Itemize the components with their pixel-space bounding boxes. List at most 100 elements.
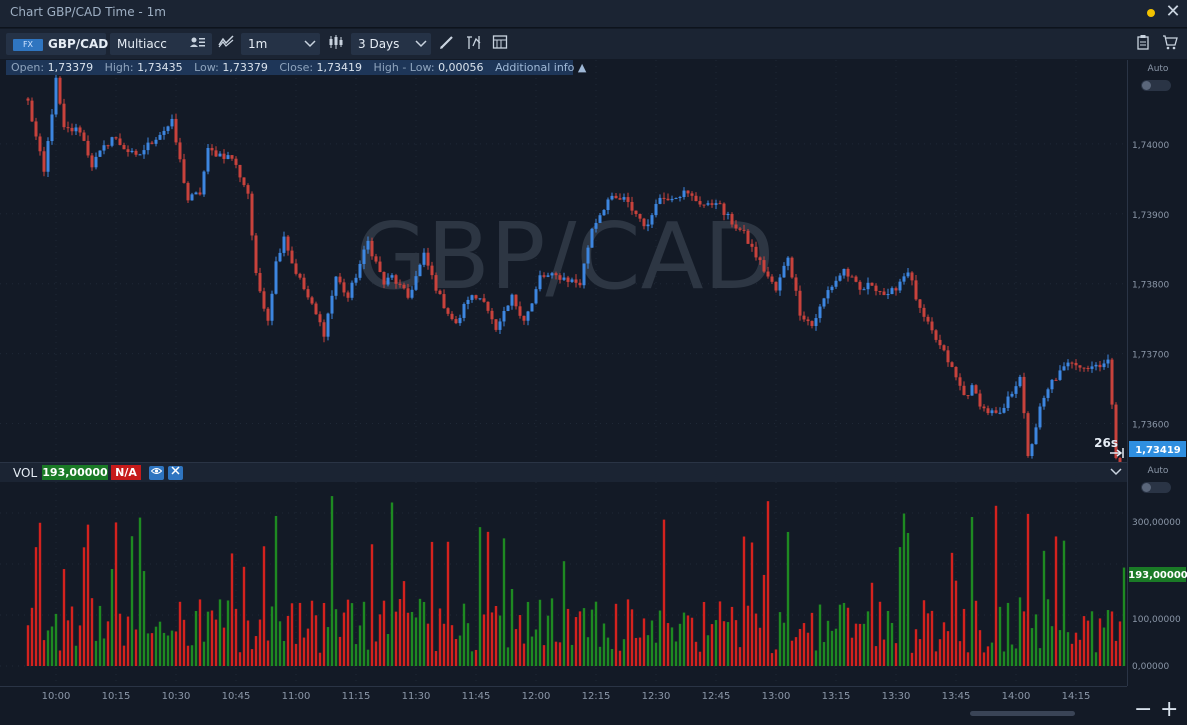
volume-bar bbox=[1018, 597, 1022, 666]
cart-icon[interactable] bbox=[1160, 34, 1180, 54]
candle bbox=[1090, 361, 1094, 373]
zoom-out-button[interactable]: − bbox=[1134, 697, 1153, 722]
candle-body bbox=[318, 314, 322, 323]
candle bbox=[938, 334, 942, 349]
chart-type-icon[interactable] bbox=[216, 34, 236, 54]
volume-bar bbox=[614, 603, 618, 666]
studies-icon[interactable] bbox=[464, 34, 484, 54]
volume-bar bbox=[922, 600, 926, 666]
zoom-in-button[interactable]: + bbox=[1160, 697, 1179, 722]
volume-bar bbox=[626, 599, 630, 666]
candle bbox=[98, 150, 102, 158]
volume-bar bbox=[294, 643, 298, 666]
volume-bar bbox=[474, 649, 478, 666]
candle bbox=[902, 273, 906, 285]
candle bbox=[306, 285, 310, 300]
candle bbox=[546, 272, 550, 278]
scroll-to-end-icon[interactable] bbox=[1110, 448, 1124, 458]
volume-bar bbox=[774, 649, 778, 666]
candle bbox=[746, 228, 750, 245]
candle-body bbox=[158, 134, 162, 140]
volume-auto-toggle[interactable] bbox=[1141, 482, 1171, 493]
candle bbox=[850, 274, 854, 278]
price-auto-toggle[interactable] bbox=[1141, 80, 1171, 91]
candle bbox=[118, 133, 122, 146]
volume-bar bbox=[42, 640, 46, 666]
candle bbox=[674, 197, 678, 200]
candle bbox=[174, 113, 178, 146]
candle-body bbox=[294, 263, 298, 274]
chevron-down-icon[interactable] bbox=[1110, 464, 1122, 481]
candle-body bbox=[994, 410, 998, 413]
candle bbox=[78, 125, 82, 137]
symbol-selector[interactable]: FX GBP/CAD bbox=[6, 33, 108, 55]
candle bbox=[930, 317, 934, 334]
volume-bar bbox=[174, 631, 178, 666]
clipboard-icon[interactable] bbox=[1133, 34, 1153, 54]
candle bbox=[334, 275, 338, 300]
candle bbox=[94, 152, 98, 170]
volume-bar bbox=[318, 652, 322, 666]
candle-body bbox=[558, 275, 562, 280]
candle bbox=[838, 273, 842, 282]
volume-bar bbox=[338, 636, 342, 666]
candle-body bbox=[306, 289, 310, 298]
candle-body bbox=[1090, 366, 1094, 369]
volume-bar bbox=[638, 637, 642, 666]
candle bbox=[82, 129, 86, 142]
additional-info-toggle[interactable]: Additional info ▲ bbox=[495, 61, 587, 74]
volume-bar bbox=[854, 623, 858, 666]
templates-icon[interactable] bbox=[490, 34, 510, 54]
volume-bar bbox=[334, 609, 338, 666]
volume-chart[interactable] bbox=[0, 482, 1127, 686]
candle-body bbox=[1074, 362, 1078, 366]
volume-bar bbox=[942, 622, 946, 666]
candle bbox=[638, 213, 642, 222]
close-icon[interactable] bbox=[168, 466, 183, 480]
volume-bar bbox=[94, 640, 98, 666]
candle-body bbox=[258, 273, 262, 292]
candle-body bbox=[618, 198, 622, 200]
candle-body bbox=[282, 236, 286, 253]
timeframe-select[interactable]: 1m bbox=[241, 33, 320, 55]
candle bbox=[386, 273, 390, 287]
price-axis[interactable]: Auto 1,74000 1,73900 1,73800 1,73700 1,73600… bbox=[1127, 60, 1187, 462]
volume-bar bbox=[530, 636, 534, 666]
eye-icon[interactable] bbox=[149, 466, 164, 480]
close-icon[interactable]: ✕ bbox=[1165, 1, 1181, 22]
volume-bar bbox=[966, 652, 970, 666]
volume-axis[interactable]: Auto 300,00000 193,00000 100,00000 0,000… bbox=[1127, 462, 1187, 686]
volume-bar bbox=[198, 599, 202, 666]
volume-bar bbox=[406, 612, 410, 666]
candle-body bbox=[726, 213, 730, 216]
volume-bar bbox=[354, 644, 358, 666]
time-tick-label: 12:00 bbox=[522, 691, 551, 702]
candle bbox=[426, 247, 430, 270]
candle-body bbox=[826, 290, 830, 299]
volume-bar bbox=[874, 646, 878, 666]
price-chart[interactable]: GBP/CAD 26s bbox=[0, 60, 1127, 579]
price-tick-label: 1,73700 bbox=[1132, 351, 1169, 361]
draw-icon[interactable] bbox=[437, 34, 457, 54]
candle-body bbox=[490, 310, 494, 320]
range-select[interactable]: 3 Days bbox=[351, 33, 431, 55]
candle-body bbox=[734, 224, 738, 229]
candle bbox=[230, 155, 234, 161]
account-selector[interactable]: Multiacc bbox=[110, 33, 212, 55]
candle bbox=[742, 224, 746, 234]
volume-bar bbox=[690, 617, 694, 666]
volume-bar bbox=[466, 623, 470, 666]
candle-body bbox=[178, 142, 182, 160]
volume-bar bbox=[282, 640, 286, 666]
time-axis[interactable]: 10:00 10:15 10:30 10:45 11:00 11:15 11:30 11:45… bbox=[0, 686, 1127, 703]
candle-body bbox=[1006, 396, 1010, 408]
chart-scrollbar[interactable] bbox=[970, 711, 1075, 716]
candle-body bbox=[454, 319, 458, 324]
candle-body bbox=[94, 156, 98, 168]
timeframe-value: 1m bbox=[248, 37, 268, 51]
candle-body bbox=[86, 140, 90, 156]
indicators-icon[interactable] bbox=[326, 34, 346, 54]
candle-body bbox=[166, 126, 170, 131]
candle-body bbox=[718, 203, 722, 205]
candle-body bbox=[186, 182, 190, 201]
